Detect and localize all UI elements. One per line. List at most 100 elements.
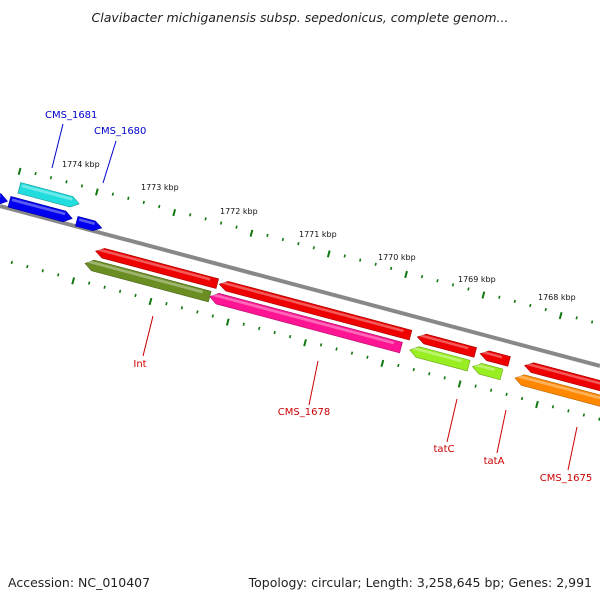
tick-mark	[520, 396, 524, 401]
tick-mark	[343, 254, 346, 258]
gene-highlight	[474, 363, 495, 372]
gene-arrow-body	[524, 362, 600, 395]
tick-mark	[273, 330, 276, 335]
gene-highlight	[517, 374, 600, 401]
tick-mark	[436, 279, 439, 283]
gene-label-leader	[496, 409, 507, 454]
tick-mark	[335, 347, 338, 351]
tick-mark	[428, 372, 431, 376]
tick-mark	[551, 405, 555, 409]
position-label: 1768 kbp	[538, 293, 576, 302]
tick-mark	[575, 316, 578, 320]
tick-mark	[17, 167, 22, 176]
gene-arrow[interactable]	[471, 361, 504, 381]
tick-mark	[103, 285, 106, 289]
gene-arrow[interactable]	[416, 332, 477, 358]
gene-arrow-body	[514, 374, 600, 409]
tick-mark	[57, 273, 60, 277]
tick-mark	[80, 184, 84, 188]
gene-label[interactable]: CMS_1681	[45, 110, 97, 121]
tick-mark	[242, 322, 245, 326]
tick-mark	[10, 260, 14, 265]
gene-highlight	[211, 293, 395, 345]
gene-label[interactable]: tatA	[484, 456, 505, 467]
tick-mark	[443, 376, 446, 380]
gene-highlight	[97, 248, 211, 281]
tick-mark	[505, 392, 508, 397]
gene-label[interactable]: CMS_1675	[540, 473, 592, 484]
gene-arrow[interactable]	[408, 345, 471, 372]
gene-arrow[interactable]	[523, 361, 600, 395]
tick-mark	[297, 241, 300, 246]
gene-highlight	[87, 260, 204, 294]
tick-mark	[420, 274, 424, 279]
tick-mark	[467, 287, 470, 291]
tick-mark	[172, 208, 177, 217]
gene-highlight	[526, 362, 600, 387]
tick-mark	[34, 171, 37, 176]
gene-labels: CMS_1681 CMS_1680 Int CMS_1678 tatC tatA CMS_1…	[45, 110, 592, 484]
gene-arrow-body	[84, 259, 212, 303]
tick-mark	[211, 314, 214, 318]
tick-mark	[281, 237, 285, 242]
tick-mark	[158, 204, 161, 209]
tick-mark	[188, 213, 192, 217]
tick-mark	[397, 363, 400, 368]
gene-label-leader	[102, 140, 117, 184]
gene-label[interactable]: CMS_1680	[94, 126, 146, 137]
tick-mark	[350, 351, 354, 355]
gene-arrow-body	[7, 196, 73, 223]
tick-mark	[26, 264, 29, 269]
tick-mark	[49, 176, 53, 180]
tick-marks: 1774 kbp 1773 kbp 1772 kbp 1771 kbp 1770 kbp…	[10, 160, 600, 421]
tick-mark	[535, 400, 539, 409]
tick-mark	[65, 180, 68, 184]
gene-label[interactable]: tatC	[434, 444, 455, 455]
tick-mark	[111, 192, 115, 196]
gene-label[interactable]: Int	[133, 359, 146, 370]
gene-arrow[interactable]	[0, 188, 9, 206]
tick-mark	[266, 233, 269, 238]
gene-arrow[interactable]	[84, 258, 212, 303]
gene-arrow[interactable]	[7, 196, 74, 223]
position-label: 1772 kbp	[220, 207, 258, 216]
gene-arrow[interactable]	[17, 182, 81, 210]
tick-mark	[498, 295, 501, 299]
position-label: 1770 kbp	[378, 253, 416, 262]
position-label: 1774 kbp	[62, 160, 100, 169]
tick-mark	[165, 302, 168, 306]
tick-mark	[303, 339, 307, 347]
tick-mark	[118, 289, 122, 293]
position-label: 1773 kbp	[141, 183, 179, 192]
tick-mark	[41, 269, 44, 273]
tick-mark	[312, 246, 315, 250]
gene-arrow-body	[0, 188, 8, 205]
tick-mark	[235, 225, 238, 229]
gene-arrow[interactable]	[208, 291, 403, 354]
gene-highlight	[78, 218, 95, 225]
position-label: 1771 kbp	[299, 230, 337, 239]
gene-arrow-body	[416, 333, 477, 358]
gene-arrow-body	[218, 281, 413, 341]
gene-label[interactable]: CMS_1678	[278, 407, 330, 418]
tick-mark	[196, 310, 199, 314]
gene-arrow[interactable]	[218, 279, 413, 341]
gene-arrow[interactable]	[94, 246, 219, 289]
tick-mark	[204, 217, 207, 221]
gene-label-leader	[51, 123, 64, 169]
tick-mark	[258, 326, 261, 331]
gene-arrow-body	[95, 248, 219, 289]
tick-mark	[359, 258, 362, 262]
gene-label-leader	[567, 426, 578, 471]
gene-arrow[interactable]	[479, 349, 511, 367]
tick-mark	[148, 297, 153, 306]
gene-features	[0, 182, 600, 409]
topology-text: Topology: circular; Length: 3,258,645 bp…	[248, 575, 592, 590]
tick-mark	[474, 384, 477, 388]
gene-arrow[interactable]	[514, 373, 600, 409]
tick-mark	[544, 307, 547, 312]
tick-mark	[404, 270, 408, 279]
gene-arrow[interactable]	[74, 216, 103, 232]
tick-mark	[412, 367, 415, 372]
